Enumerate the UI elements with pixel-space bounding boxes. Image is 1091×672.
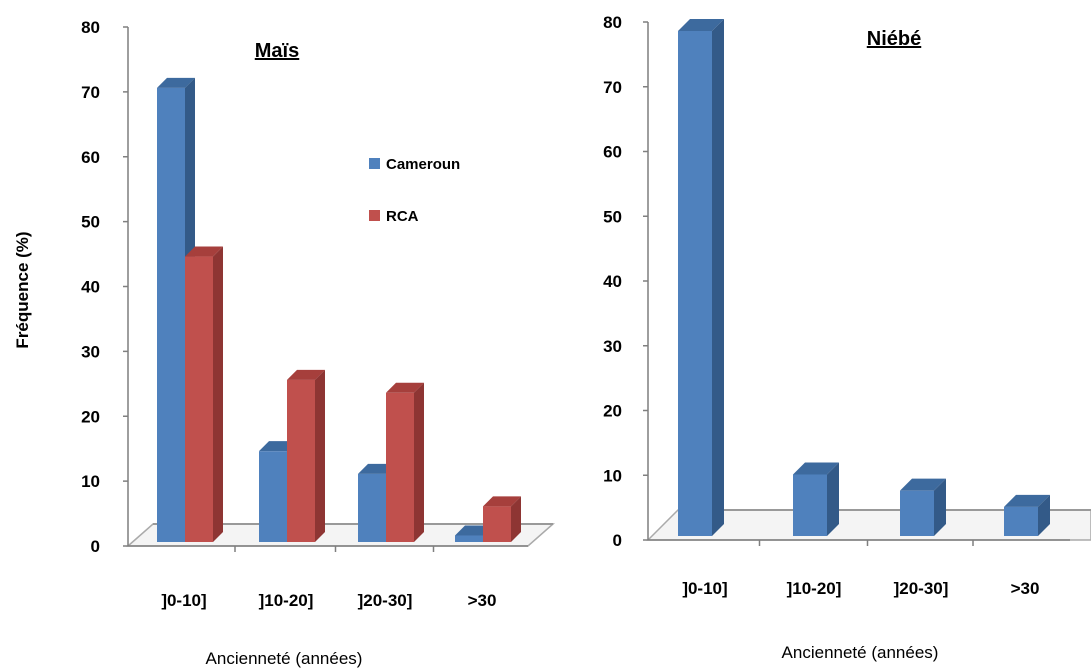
legend-label-cameroun: Cameroun [386, 156, 460, 173]
mais-tick-label: 70 [81, 83, 100, 102]
mais-category-label: >30 [468, 591, 497, 610]
niebe-bar [793, 462, 839, 536]
niebe-tick-label: 60 [603, 143, 622, 162]
mais-bars [157, 77, 521, 543]
mais-tick-label: 20 [81, 407, 100, 426]
legend-label-rca: RCA [386, 208, 419, 225]
mais-category-label: ]10-20] [259, 591, 314, 610]
mais-bar [287, 369, 325, 542]
mais-bar [185, 246, 223, 543]
niebe-tick-label: 10 [603, 466, 622, 485]
niebe-x-categories: ]0-10] ]10-20] ]20-30] >30 [682, 540, 1039, 598]
mais-tick-label: 30 [81, 342, 100, 361]
mais-category-label: ]0-10] [161, 591, 206, 610]
chart-niebe: 0 10 20 30 40 50 60 70 80 ]0-10] ]10-20] ]20-30] >3… [603, 13, 1091, 662]
niebe-tick-label: 70 [603, 78, 622, 97]
niebe-tick-label: 80 [603, 13, 622, 32]
niebe-tick-label: 0 [613, 531, 622, 550]
niebe-tick-label: 30 [603, 337, 622, 356]
mais-tick-label: 50 [81, 213, 100, 232]
mais-bar [386, 382, 424, 542]
niebe-category-label: ]20-30] [894, 579, 949, 598]
mais-tick-label: 40 [81, 278, 100, 297]
niebe-bar [900, 478, 946, 536]
niebe-y-ticks: 0 10 20 30 40 50 60 70 80 [603, 13, 648, 550]
mais-title: Maïs [255, 40, 299, 62]
niebe-category-label: ]0-10] [682, 579, 727, 598]
mais-y-ticks: 0 10 20 30 40 50 60 70 80 [81, 18, 128, 556]
mais-x-label: Ancienneté (années) [206, 649, 363, 668]
niebe-bar [678, 18, 724, 536]
niebe-bar [1004, 494, 1050, 536]
mais-tick-label: 0 [91, 537, 100, 556]
mais-y-label: Fréquence (%) [13, 231, 32, 348]
legend-swatch-rca [369, 210, 380, 221]
niebe-tick-label: 50 [603, 207, 622, 226]
niebe-x-label: Ancienneté (années) [782, 643, 939, 662]
niebe-category-label: ]10-20] [787, 579, 842, 598]
niebe-category-label: >30 [1011, 579, 1040, 598]
niebe-tick-label: 20 [603, 402, 622, 421]
chart-mais: 0 10 20 30 40 50 60 70 80 ]0-10] ]10-20] ]20-30] >3… [13, 18, 555, 668]
mais-tick-label: 10 [81, 472, 100, 491]
mais-category-label: ]20-30] [358, 591, 413, 610]
mais-tick-label: 60 [81, 148, 100, 167]
niebe-bars [678, 18, 1050, 536]
mais-legend: Cameroun RCA [369, 156, 460, 225]
mais-x-categories: ]0-10] ]10-20] ]20-30] >30 [161, 546, 496, 610]
mais-bar [483, 496, 521, 542]
niebe-title: Niébé [867, 28, 921, 50]
legend-swatch-cameroun [369, 158, 380, 169]
niebe-tick-label: 40 [603, 272, 622, 291]
mais-tick-label: 80 [81, 18, 100, 37]
